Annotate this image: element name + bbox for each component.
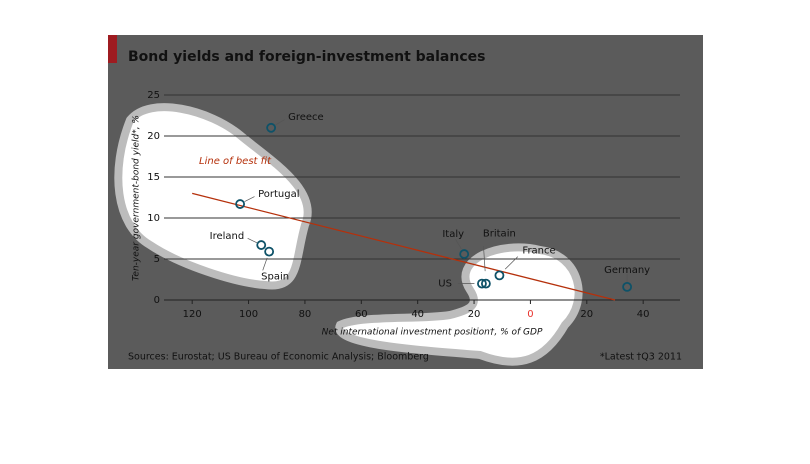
point xyxy=(494,270,505,281)
point xyxy=(459,249,470,259)
x-tick-label: 80 xyxy=(299,309,312,320)
point-label: Greece xyxy=(288,112,324,123)
note: †Q3 2011 xyxy=(637,352,682,363)
point-label: Britain xyxy=(483,229,516,240)
point xyxy=(477,278,487,289)
x-tick-label: 20 xyxy=(580,309,593,320)
point-label: Italy xyxy=(442,229,464,240)
y-tick-label: 0 xyxy=(154,295,160,306)
leader-line xyxy=(504,256,519,270)
leader-line xyxy=(455,238,462,250)
point-label: US xyxy=(438,279,452,290)
fit-line-label: Line of best fit xyxy=(199,156,272,167)
leader-line xyxy=(262,257,268,271)
leader-line xyxy=(483,246,486,272)
x-tick-label: 40 xyxy=(637,309,650,320)
point-label: Spain xyxy=(261,272,289,283)
title-marker xyxy=(108,35,117,63)
point xyxy=(256,240,267,250)
y-axis-label: Ten-year government-bond yield*, % xyxy=(132,115,142,281)
y-tick-label: 15 xyxy=(147,172,160,183)
point xyxy=(235,199,246,209)
x-tick-label: 100 xyxy=(239,309,258,320)
note: *Latest xyxy=(600,352,634,363)
source: Sources: Eurostat; US Bureau of Economic… xyxy=(128,352,429,363)
x-tick-label: 60 xyxy=(355,309,368,320)
point xyxy=(480,278,491,289)
y-tick-label: 5 xyxy=(154,254,160,265)
chart-title: Bond yields and foreign-investment balan… xyxy=(128,49,485,65)
y-tick-label: 10 xyxy=(147,213,160,224)
point xyxy=(266,122,277,133)
x-tick-label: 0 xyxy=(527,309,533,320)
leader-line xyxy=(247,237,258,244)
point xyxy=(264,246,275,257)
fit-line xyxy=(192,192,616,301)
x-axis-label: Net international investment position†, … xyxy=(322,328,543,338)
point-label: Portugal xyxy=(258,189,299,200)
y-tick-label: 20 xyxy=(147,131,160,142)
leader-line xyxy=(275,119,285,126)
point xyxy=(622,281,633,292)
x-tick-label: 40 xyxy=(411,309,424,320)
leader-line xyxy=(244,196,255,202)
point-label: France xyxy=(522,245,555,256)
point-label: Germany xyxy=(604,265,650,276)
x-tick-label: 120 xyxy=(183,309,202,320)
x-tick-label: 20 xyxy=(468,309,481,320)
y-tick-label: 25 xyxy=(147,90,160,101)
point-label: Ireland xyxy=(210,231,245,242)
